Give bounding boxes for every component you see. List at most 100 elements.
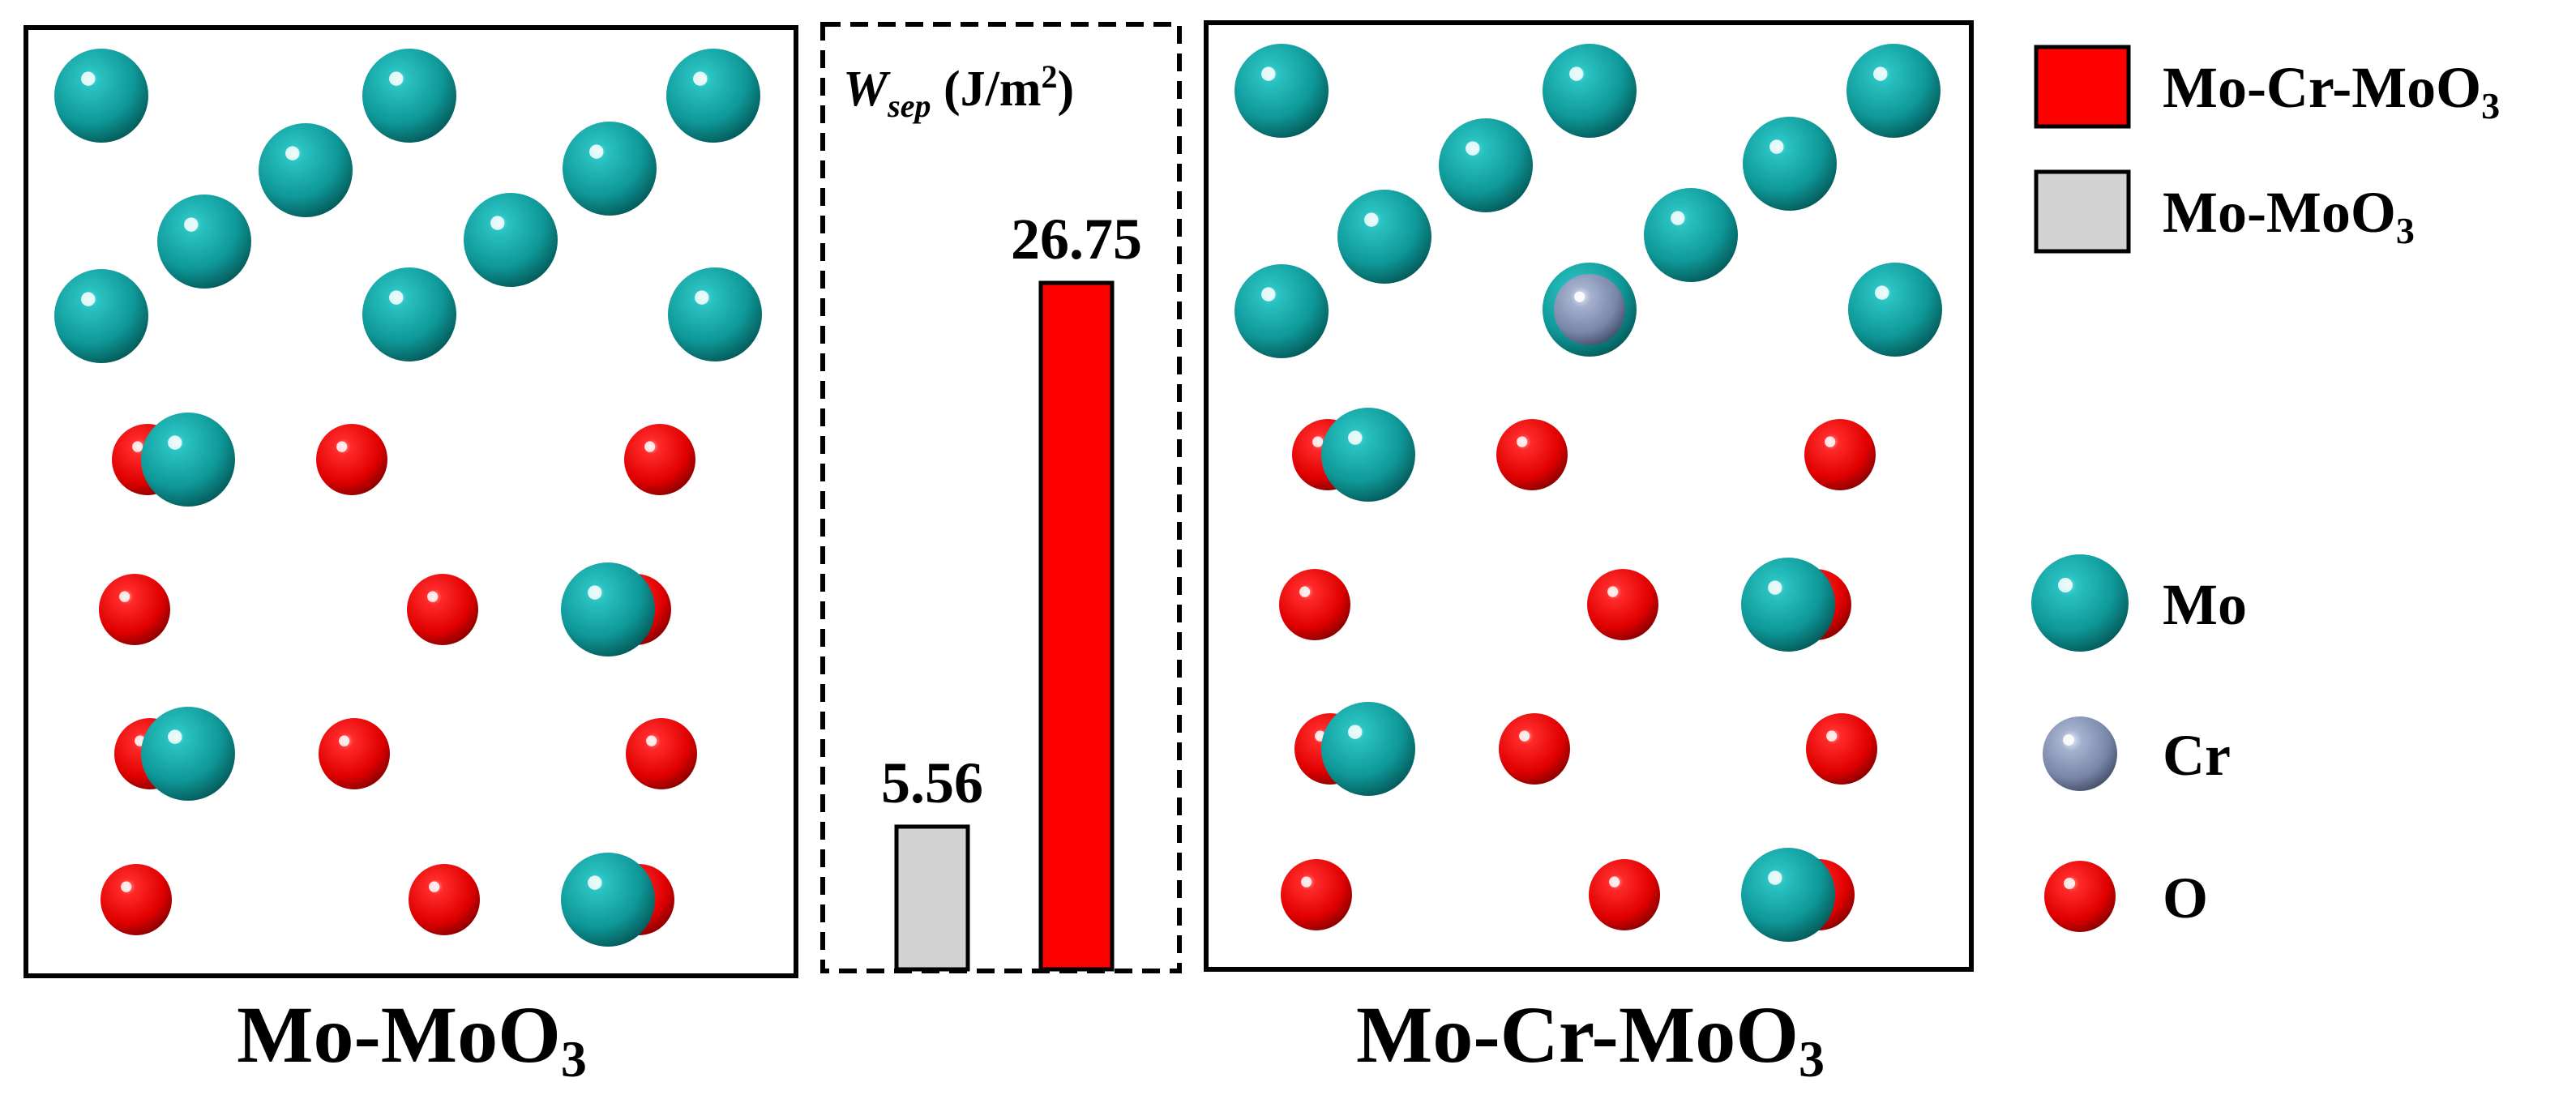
legend-swatch-mo-moo3: [2034, 169, 2131, 254]
bar-mo-cr-moo3: [1038, 280, 1115, 972]
mo-atom: [141, 707, 235, 801]
o-atom-highlight: [429, 881, 440, 892]
o-atom: [1279, 569, 1350, 640]
o-atom: [1281, 859, 1352, 930]
mo-atom: [1543, 44, 1637, 138]
chart-title: Wsep (J/m2): [843, 58, 1074, 124]
mo-atom-highlight: [1873, 66, 1888, 81]
legend-label-cr: Cr: [2163, 723, 2231, 788]
panel-title-right: Mo-Cr-MoO3: [1356, 990, 1825, 1088]
o-atom: [1804, 419, 1876, 490]
mo-atom: [561, 853, 655, 947]
o-atom-highlight: [1517, 436, 1528, 447]
bar-value-label-mo-moo3: 5.56: [881, 750, 983, 815]
mo-atom: [1848, 263, 1942, 357]
o-atom-highlight: [1826, 730, 1838, 742]
legend-label-mo: Mo: [2163, 572, 2247, 637]
mo-atom-highlight: [695, 290, 709, 305]
o-atom-highlight: [1825, 436, 1836, 447]
legend-o-highlight: [2064, 878, 2075, 889]
o-atom-highlight: [119, 591, 131, 602]
cr-dopant-atom: [1554, 274, 1625, 345]
o-atom: [407, 574, 478, 645]
mo-atom: [1846, 44, 1941, 138]
legend-swatch-mo-cr-moo3: [2034, 45, 2131, 129]
o-atom: [626, 718, 697, 789]
atom-structure-right: [1235, 44, 1942, 942]
mo-atom-highlight: [1768, 870, 1782, 885]
o-atom-highlight: [427, 591, 439, 602]
mo-atom-highlight: [184, 217, 199, 232]
legend-label-mo-moo3: Mo-MoO3: [2163, 180, 2415, 251]
mo-atom: [1743, 117, 1837, 211]
mo-atom: [464, 193, 558, 287]
legend-label-o: O: [2163, 866, 2208, 930]
mo-atom-highlight: [168, 435, 182, 450]
o-atom-highlight: [1299, 586, 1311, 597]
mo-atom: [561, 562, 655, 656]
panel-mo-cr-moo3: [1204, 20, 1974, 972]
mo-atom-highlight: [1768, 580, 1782, 595]
legend-cr-atom-icon: [2043, 716, 2117, 791]
mo-atom-highlight: [1466, 141, 1480, 156]
mo-atom: [141, 413, 235, 507]
mo-atom-highlight: [1769, 139, 1784, 154]
mo-atom-highlight: [81, 71, 96, 86]
atom-structure-left: [54, 49, 762, 947]
mo-atom: [259, 123, 353, 217]
legend-cr-highlight: [2063, 734, 2074, 746]
mo-atom-highlight: [1569, 66, 1584, 81]
o-atom-highlight: [644, 441, 656, 452]
mo-atom-highlight: [1348, 725, 1363, 739]
mo-atom-highlight: [1348, 430, 1363, 445]
legend-o-atom-icon: [2044, 861, 2116, 932]
o-atom-highlight: [1519, 730, 1530, 742]
o-atom-highlight: [336, 441, 348, 452]
mo-atom: [1321, 408, 1415, 502]
bars: 5.56 26.75: [881, 207, 1142, 972]
mo-atom: [1741, 848, 1835, 942]
wsep-bar-chart: Wsep (J/m2) 5.56 26.75: [820, 22, 1182, 973]
o-atom: [1496, 419, 1568, 490]
mo-atom: [54, 269, 148, 363]
mo-atom-highlight: [389, 290, 404, 305]
o-atom: [1499, 713, 1570, 785]
mo-atom: [1235, 264, 1329, 358]
mo-atom: [668, 267, 762, 361]
panel-title-left: Mo-MoO3: [237, 990, 587, 1088]
o-atom-highlight: [1301, 876, 1312, 887]
mo-atom: [1235, 44, 1329, 138]
o-atom-highlight: [339, 735, 350, 746]
panel-mo-moo3: [24, 25, 798, 978]
o-atom-highlight: [121, 881, 132, 892]
mo-atom: [1337, 190, 1431, 284]
mo-atom-highlight: [1261, 66, 1276, 81]
mo-atom-highlight: [389, 71, 404, 86]
mo-atom-highlight: [1875, 285, 1889, 300]
mo-atom-highlight: [589, 144, 604, 159]
legend-bars: Mo-Cr-MoO3 Mo-MoO3: [2034, 45, 2500, 254]
bar-mo-moo3: [894, 824, 970, 972]
mo-atom: [1439, 118, 1533, 212]
o-atom-highlight: [1609, 876, 1620, 887]
o-atom: [319, 718, 390, 789]
mo-atom-highlight: [81, 292, 96, 306]
o-atom: [99, 574, 170, 645]
mo-atom-highlight: [1261, 287, 1276, 301]
bar-value-label-mo-cr-moo3: 26.75: [1011, 207, 1142, 272]
o-atom: [409, 864, 480, 935]
mo-atom-highlight: [693, 71, 708, 86]
mo-atom: [1644, 188, 1738, 282]
o-atom: [1589, 859, 1660, 930]
o-atom: [624, 424, 695, 495]
o-atom: [1587, 569, 1658, 640]
chart-frame: [820, 22, 1182, 973]
mo-atom: [54, 49, 148, 143]
mo-atom: [1321, 702, 1415, 796]
mo-atom-highlight: [168, 729, 182, 744]
mo-atom: [563, 122, 657, 216]
mo-atom: [362, 267, 456, 361]
cr-dopant-atom-highlight: [1574, 291, 1585, 302]
o-atom: [316, 424, 387, 495]
